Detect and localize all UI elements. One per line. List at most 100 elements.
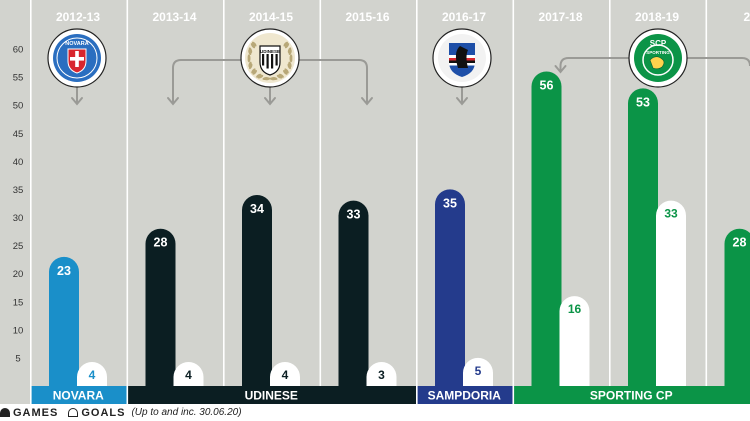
y-tick-label: 25 <box>13 241 24 252</box>
laurel-leaf <box>251 68 256 74</box>
y-tick-label: 60 <box>13 45 24 56</box>
games-bar <box>338 200 369 386</box>
legend: GAMES GOALS (Up to and inc. 30.06.20) <box>0 404 750 421</box>
laurel-leaf <box>257 74 264 79</box>
club-banner <box>126 386 416 404</box>
club-name-label: SPORTING CP <box>590 389 673 403</box>
sampdoria-crest-icon <box>432 28 492 88</box>
crest-outline <box>432 28 492 88</box>
club-name-label: UDINESE <box>245 389 298 403</box>
games-value-label: 33 <box>347 208 361 222</box>
laurel-leaf <box>284 68 289 74</box>
crest-stripe <box>266 54 269 69</box>
goals-bar <box>366 362 397 386</box>
arrow-head-icon <box>167 97 179 106</box>
goals-bar <box>463 357 493 386</box>
legend-goals: GOALS <box>68 407 125 419</box>
season-label: 2018-19 <box>635 10 679 24</box>
y-tick-label: 5 <box>15 353 20 364</box>
season-divider <box>223 0 225 386</box>
goals-value-label: 4 <box>89 368 96 382</box>
goals-value-label: 4 <box>185 368 192 382</box>
crest-cross <box>70 57 84 61</box>
club-banner-divider <box>512 386 515 404</box>
goals-bar <box>270 362 300 386</box>
club-banner <box>512 386 750 404</box>
arrow-head-icon <box>456 97 468 106</box>
arrow-line <box>559 57 630 72</box>
udinese-crest-icon: UDINESE <box>240 28 300 88</box>
crest-sailor <box>455 46 468 68</box>
club-banners: NOVARA UDINESE SAMPDORIA SPORTING CP <box>30 386 750 404</box>
crest-text: UDINESE <box>260 49 280 54</box>
goals-bar <box>77 362 107 386</box>
goals-bar <box>173 362 204 386</box>
season-panels <box>0 0 750 404</box>
games-value-label: 35 <box>443 196 457 210</box>
legend-games-label: GAMES <box>13 406 59 419</box>
season-label: 2017-18 <box>538 10 582 24</box>
games-value-label: 53 <box>636 95 650 109</box>
chart-background <box>0 0 750 404</box>
laurel-leaf <box>271 76 278 81</box>
laurel-leaf <box>284 43 290 49</box>
y-tick-label: 10 <box>13 325 24 336</box>
crest-text: NOVARA <box>65 41 88 47</box>
arrow-line <box>298 59 368 104</box>
y-tick-label: 40 <box>13 157 24 168</box>
arrow-line <box>172 59 242 104</box>
crest-inner-ring <box>642 44 674 76</box>
y-tick-label: 30 <box>13 213 24 224</box>
club-banner-divider <box>416 386 418 404</box>
crest-text: SCP <box>650 39 667 48</box>
season-divider <box>416 0 418 386</box>
laurel-leaf <box>288 61 292 68</box>
y-tick-label: 55 <box>13 73 24 84</box>
club-banner-divider <box>126 386 129 404</box>
y-tick-label: 15 <box>13 297 24 308</box>
club-crests: NOVARA UDINESE SCP SPORTING <box>47 28 688 88</box>
games-bar <box>628 88 658 386</box>
laurel-leaf <box>248 47 253 54</box>
laurel-leaf <box>287 63 292 70</box>
games-bar <box>49 256 79 386</box>
crest-outline <box>47 28 107 88</box>
laurel-leaf <box>287 47 292 54</box>
crest-stripe <box>262 54 265 66</box>
goals-bar <box>656 200 686 386</box>
laurel-leaf <box>283 69 288 75</box>
season-divider <box>30 0 32 386</box>
laurel-leaf <box>278 73 284 78</box>
goals-value-label: 3 <box>378 368 385 382</box>
games-value-label: 28 <box>154 236 168 250</box>
games-swatch-icon <box>0 408 10 417</box>
laurel-leaf <box>250 43 256 49</box>
laurel-leaf <box>252 41 257 47</box>
crest-text: SPORTING <box>646 50 670 55</box>
legend-games: GAMES <box>0 407 58 419</box>
goals-value-label: 5 <box>475 364 482 378</box>
legend-note: (Up to and inc. 30.06.20) <box>131 407 242 418</box>
crest-lion <box>649 56 665 70</box>
y-tick-label: 45 <box>13 129 24 140</box>
games-bar <box>145 228 176 386</box>
goals-value-label: 33 <box>664 207 678 221</box>
legend-goals-label: GOALS <box>81 406 126 419</box>
crest-outline <box>628 28 688 88</box>
season-label: 2014-15 <box>249 10 293 24</box>
games-bar <box>435 189 465 386</box>
y-tick-label: 20 <box>13 269 24 280</box>
season-label: 201 <box>743 10 750 24</box>
season-label: 2013-14 <box>152 10 196 24</box>
y-tick-label: 50 <box>13 101 24 112</box>
laurel-leaf <box>276 74 283 79</box>
sporting-crest-icon: SCP SPORTING <box>628 28 688 88</box>
y-tick-label: 35 <box>13 185 24 196</box>
games-value-label: 56 <box>540 78 554 92</box>
y-axis: 5 10 15 20 25 30 35 40 45 50 55 60 <box>13 45 24 365</box>
season-divider <box>126 0 129 386</box>
goals-value-label: 16 <box>568 302 582 316</box>
goals-bar <box>559 296 590 386</box>
